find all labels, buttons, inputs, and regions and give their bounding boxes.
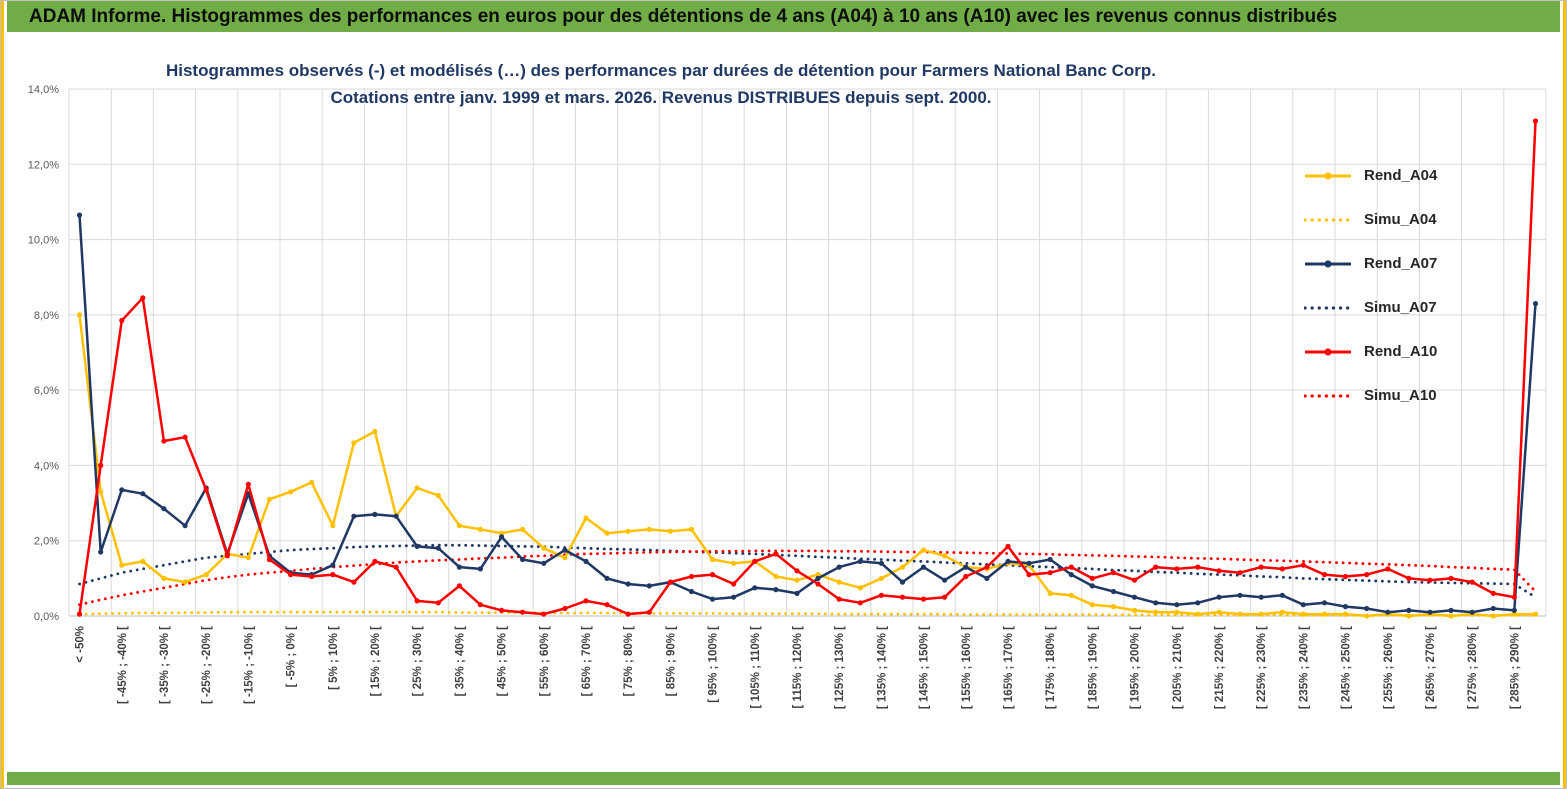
v-gridlines <box>68 89 1547 616</box>
legend-label-simu-a10: Simu_A10 <box>1364 386 1437 404</box>
svg-text:[ 45% ; 50% [: [ 45% ; 50% [ <box>497 626 509 696</box>
svg-text:[ 155% ; 160% [: [ 155% ; 160% [ <box>961 626 973 709</box>
legend-sample-simu-a04 <box>1303 213 1353 225</box>
svg-text:[ 145% ; 150% [: [ 145% ; 150% [ <box>919 626 931 709</box>
svg-text:[ -25% ; -20% [: [ -25% ; -20% [ <box>201 626 213 704</box>
bottom-accent-bar <box>7 772 1560 785</box>
svg-text:[ 55% ; 60% [: [ 55% ; 60% [ <box>539 626 551 696</box>
title-bar: ADAM Informe. Histogrammes des performan… <box>7 1 1560 32</box>
svg-text:< -50%: < -50% <box>75 626 87 663</box>
left-edge-accent <box>1 1 4 788</box>
svg-text:[ 285% ; 290% [: [ 285% ; 290% [ <box>1509 626 1521 709</box>
legend-label-simu-a04: Simu_A04 <box>1364 210 1437 228</box>
chart-title-line2: Cotations entre janv. 1999 et mars. 2026… <box>330 88 992 107</box>
svg-text:[ 95% ; 100% [: [ 95% ; 100% [ <box>708 626 720 703</box>
svg-text:[ 85% ; 90% [: [ 85% ; 90% [ <box>665 626 677 696</box>
svg-text:[ 15% ; 20% [: [ 15% ; 20% [ <box>370 626 382 696</box>
svg-text:[ 125% ; 130% [: [ 125% ; 130% [ <box>834 626 846 709</box>
svg-text:[ 175% ; 180% [: [ 175% ; 180% [ <box>1045 626 1057 709</box>
legend-item-rend-a10: Rend_A10 <box>1304 329 1437 373</box>
legend-label-rend-a07: Rend_A07 <box>1364 254 1438 272</box>
svg-text:[ 205% ; 210% [: [ 205% ; 210% [ <box>1172 626 1184 709</box>
performance-histogram-chart: 0,0% 2,0% 4,0% 6,0% 8,0% 10,0% 12,0% 14,0% < -50… <box>28 84 1547 709</box>
svg-text:[ 215% ; 220% [: [ 215% ; 220% [ <box>1214 626 1226 709</box>
legend-label-simu-a07: Simu_A07 <box>1364 298 1437 316</box>
svg-text:12,0%: 12,0% <box>28 159 59 171</box>
right-edge-accent <box>1563 1 1566 788</box>
legend-sample-rend-a07 <box>1304 257 1352 269</box>
svg-text:[ 135% ; 140% [: [ 135% ; 140% [ <box>876 626 888 709</box>
svg-text:[ 185% ; 190% [: [ 185% ; 190% [ <box>1087 626 1099 709</box>
series-rend_a10 <box>76 118 1539 617</box>
series-simu_a04 <box>78 610 1537 617</box>
svg-text:[ 75% ; 80% [: [ 75% ; 80% [ <box>623 626 635 696</box>
svg-text:[ 25% ; 30% [: [ 25% ; 30% [ <box>412 626 424 696</box>
svg-text:[ 65% ; 70% [: [ 65% ; 70% [ <box>581 626 593 696</box>
svg-text:[ -5% ; 0% [: [ -5% ; 0% [ <box>286 626 298 688</box>
svg-text:[ 255% ; 260% [: [ 255% ; 260% [ <box>1383 626 1395 709</box>
x-axis-labels: < -50% [ -45% ; -40% [ [ -35% ; -30% [ [ -2… <box>75 626 1522 709</box>
svg-text:2,0%: 2,0% <box>34 536 59 548</box>
legend-item-simu-a10: Simu_A10 <box>1303 373 1437 417</box>
svg-text:0,0%: 0,0% <box>34 611 59 623</box>
svg-text:[ 275% ; 280% [: [ 275% ; 280% [ <box>1467 626 1479 709</box>
series-simu_a07 <box>78 543 1537 599</box>
legend-label-rend-a04: Rend_A04 <box>1364 166 1438 184</box>
legend-sample-simu-a07 <box>1303 301 1353 313</box>
y-axis-labels: 0,0% 2,0% 4,0% 6,0% 8,0% 10,0% 12,0% 14,0% <box>28 84 59 623</box>
legend-label-rend-a10: Rend_A10 <box>1364 342 1438 360</box>
svg-text:[ -15% ; -10% [: [ -15% ; -10% [ <box>243 626 255 704</box>
chart-legend: Rend_A04 Simu_A04 Rend_A07 Simu_A07 Rend… <box>1303 153 1437 417</box>
svg-text:[ 165% ; 170% [: [ 165% ; 170% [ <box>1003 626 1015 709</box>
legend-item-simu-a07: Simu_A07 <box>1303 285 1437 329</box>
svg-text:[ 265% ; 270% [: [ 265% ; 270% [ <box>1425 626 1437 709</box>
chart-title: Histogrammes observés (-) et modélisés (… <box>131 57 1191 111</box>
svg-text:4,0%: 4,0% <box>34 460 59 472</box>
svg-text:[ 195% ; 200% [: [ 195% ; 200% [ <box>1130 626 1142 709</box>
legend-item-rend-a07: Rend_A07 <box>1304 241 1437 285</box>
series-simu_a10 <box>78 549 1537 607</box>
svg-text:[ -45% ; -40% [: [ -45% ; -40% [ <box>117 626 129 704</box>
svg-text:10,0%: 10,0% <box>28 235 59 247</box>
chart-title-line1: Histogrammes observés (-) et modélisés (… <box>165 61 1157 80</box>
svg-text:6,0%: 6,0% <box>34 385 59 397</box>
svg-text:[ 105% ; 110% [: [ 105% ; 110% [ <box>750 626 762 709</box>
svg-text:[ 225% ; 230% [: [ 225% ; 230% [ <box>1256 626 1268 709</box>
svg-text:[ -35% ; -30% [: [ -35% ; -30% [ <box>159 626 171 704</box>
h-gridlines <box>69 88 1546 617</box>
svg-text:8,0%: 8,0% <box>34 310 59 322</box>
svg-text:[ 115% ; 120% [: [ 115% ; 120% [ <box>792 626 804 709</box>
svg-text:[ 235% ; 240% [: [ 235% ; 240% [ <box>1298 626 1310 709</box>
svg-text:[ 35% ; 40% [: [ 35% ; 40% [ <box>454 626 466 696</box>
legend-sample-rend-a10 <box>1304 345 1352 357</box>
legend-item-rend-a04: Rend_A04 <box>1304 153 1437 197</box>
legend-item-simu-a04: Simu_A04 <box>1303 197 1437 241</box>
svg-text:[ 245% ; 250% [: [ 245% ; 250% [ <box>1341 626 1353 709</box>
svg-text:14,0%: 14,0% <box>28 84 59 96</box>
legend-sample-simu-a10 <box>1303 389 1353 401</box>
svg-text:[ 5% ; 10% [: [ 5% ; 10% [ <box>328 626 340 690</box>
legend-sample-rend-a04 <box>1304 169 1352 181</box>
